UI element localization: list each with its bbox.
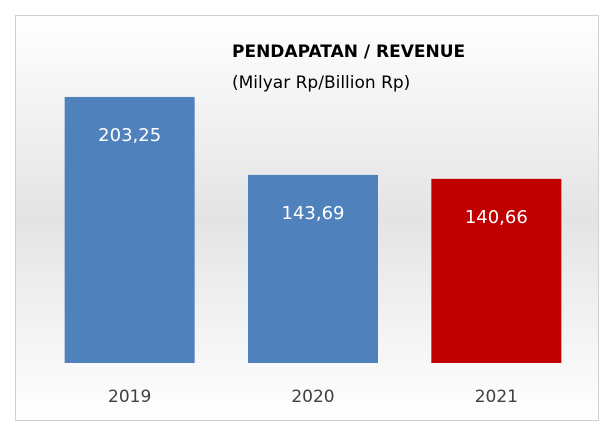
- x-tick-label: 2020: [291, 387, 334, 407]
- x-tick-label: 2019: [108, 387, 151, 407]
- value-label: 203,25: [98, 125, 161, 146]
- bar: [248, 174, 378, 363]
- x-tick-label: 2021: [475, 387, 518, 407]
- chart-title: PENDAPATAN / REVENUE: [232, 42, 465, 62]
- chart-subtitle: (Milyar Rp/Billion Rp): [232, 73, 410, 93]
- value-label: 143,69: [282, 203, 345, 224]
- bar: [64, 96, 195, 364]
- bar: [431, 178, 562, 363]
- value-label: 140,66: [465, 207, 528, 228]
